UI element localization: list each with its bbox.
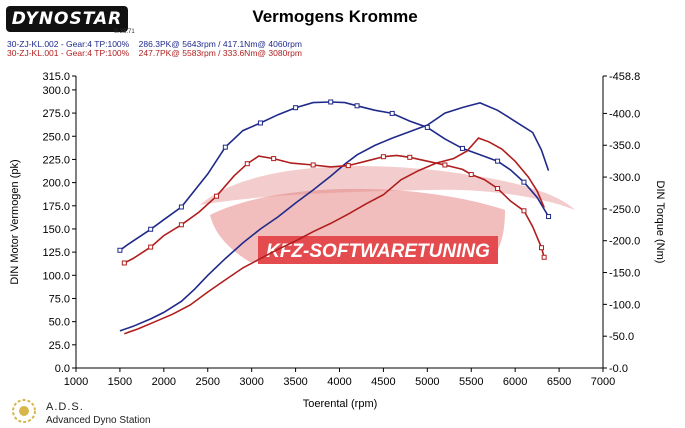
series-run1-torque-point — [354, 103, 360, 109]
y-left-tick-label: 300.0 — [42, 85, 70, 97]
y-left-tick-label: 125.0 — [42, 247, 70, 259]
watermark-text: KFZ-SOFTWARETUNING — [266, 241, 490, 262]
x-tick-label: 5500 — [459, 376, 483, 388]
series-run1-torque-point — [148, 226, 154, 232]
series-run1-torque-point — [293, 105, 299, 111]
y-right-tick-label: -200.0 — [609, 236, 640, 248]
series-run2-torque-point — [121, 260, 127, 266]
y-right-tick-label: -300.0 — [609, 172, 640, 184]
run-legend-1: 30-ZJ-KL.002 - Gear:4 TP:100% 286.3PK@ 5… — [7, 39, 302, 49]
y-left-tick-label: 175.0 — [42, 201, 70, 213]
run-2-summary: 247.7PK@ 5583rpm / 333.6Nm@ 3080rpm — [138, 48, 302, 58]
y-right-tick-label: -100.0 — [609, 299, 640, 311]
series-run2-torque-point — [345, 163, 351, 169]
series-run1-torque-point — [389, 110, 395, 116]
series-run2-torque-point — [442, 162, 448, 168]
watermark-car-swoosh — [200, 166, 575, 210]
y-right-tick-label: -350.0 — [609, 140, 640, 152]
y-left-tick-label: 150.0 — [42, 224, 70, 236]
series-run1-torque-point — [117, 247, 123, 253]
x-tick-label: 4000 — [327, 376, 351, 388]
run-1-summary: 286.3PK@ 5643rpm / 417.1Nm@ 4060rpm — [138, 39, 302, 49]
x-tick-label: 5000 — [415, 376, 439, 388]
series-run1-power-line — [119, 102, 550, 332]
series-run2-torque-point — [539, 245, 545, 251]
y-axis-right-title: DIN Torque (Nm) — [654, 181, 666, 264]
series-run2-torque-point — [310, 162, 316, 168]
x-tick-label: 4500 — [371, 376, 395, 388]
x-axis-title: Toerental (rpm) — [303, 398, 378, 410]
y-right-tick-label: -50.0 — [609, 331, 634, 343]
y-right-tick-label: -150.0 — [609, 268, 640, 280]
series-run2-torque-point — [541, 254, 547, 260]
y-left-tick-label: 200.0 — [42, 178, 70, 190]
watermark-banner — [258, 236, 498, 264]
series-run2-power-line — [124, 137, 545, 335]
series-run1-torque-point — [328, 99, 334, 105]
y-right-tick-label: -0.0 — [609, 363, 628, 375]
run-legend-2: 30-ZJ-KL.001 - Gear:4 TP:100% 247.7PK@ 5… — [7, 48, 302, 58]
ads-logo-icon — [12, 399, 36, 423]
series-run1-torque-point — [424, 124, 430, 130]
y-left-tick-label: 100.0 — [42, 270, 70, 282]
x-tick-label: 6000 — [503, 376, 527, 388]
y-right-tick-label: -458.8 — [609, 71, 640, 83]
x-tick-label: 1000 — [64, 376, 88, 388]
x-tick-label: 2000 — [152, 376, 176, 388]
series-run2-torque-point — [468, 172, 474, 178]
series-run1-torque-point — [178, 204, 184, 210]
series-run2-torque-point — [148, 244, 154, 250]
series-run1-torque-point — [257, 120, 263, 126]
x-tick-label: 3500 — [283, 376, 307, 388]
series-run2-torque-point — [521, 208, 527, 214]
x-tick-label: 2500 — [196, 376, 220, 388]
ads-subtitle: Advanced Dyno Station — [46, 415, 151, 426]
dynostar-logo-sub: S.38.71 — [114, 29, 135, 35]
y-right-tick-label: -250.0 — [609, 204, 640, 216]
series-run1-torque-line — [119, 101, 550, 251]
y-left-tick-label: 275.0 — [42, 108, 70, 120]
x-tick-label: 6500 — [547, 376, 571, 388]
y-left-tick-label: 225.0 — [42, 154, 70, 166]
run-2-label: 30-ZJ-KL.001 - Gear:4 TP:100% — [7, 48, 130, 58]
y-right-tick-label: -400.0 — [609, 108, 640, 120]
page-title: Vermogens Kromme — [252, 7, 418, 26]
y-left-tick-label: 50.0 — [49, 317, 70, 329]
watermark: KFZ-SOFTWARETUNING — [200, 166, 575, 264]
y-left-tick-label: 0.0 — [55, 363, 70, 375]
series-run1-torque-point — [222, 144, 228, 150]
x-tick-label: 1500 — [108, 376, 132, 388]
series-run1-torque-point — [459, 145, 465, 151]
series-run1-torque-point — [495, 158, 501, 164]
y-left-tick-label: 75.0 — [49, 293, 70, 305]
series-run2-torque-point — [495, 186, 501, 192]
series-run2-torque-point — [214, 193, 220, 199]
y-axis-left-title: DIN Motor Vermogen (pk) — [9, 159, 21, 284]
y-left-tick-label: 25.0 — [49, 340, 70, 352]
series-run1-torque-point — [521, 179, 527, 185]
y-left-tick-label: 315.0 — [42, 71, 70, 83]
series-run2-torque-point — [244, 161, 250, 167]
run-1-label: 30-ZJ-KL.002 - Gear:4 TP:100% — [7, 39, 130, 49]
series-run1-torque-point — [546, 214, 552, 220]
series-run2-torque-point — [178, 222, 184, 228]
x-tick-label: 7000 — [591, 376, 615, 388]
ads-name: A.D.S. — [46, 401, 84, 413]
dynostar-logo: DYNOSTAR — [6, 6, 128, 32]
series-run2-torque-point — [407, 154, 413, 160]
y-left-tick-label: 250.0 — [42, 131, 70, 143]
series-layer — [117, 99, 552, 335]
axes: 1000 1500 2000 2500 3000 3500 4000 4500 5000 5500… — [42, 71, 640, 388]
x-tick-label: 3000 — [239, 376, 263, 388]
series-run2-torque-point — [271, 156, 277, 162]
series-run2-torque-point — [380, 154, 386, 160]
